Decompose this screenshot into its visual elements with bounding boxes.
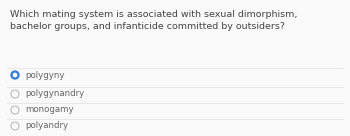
Text: monogamy: monogamy	[25, 106, 74, 115]
Text: bachelor groups, and infanticide committed by outsiders?: bachelor groups, and infanticide committ…	[10, 22, 285, 31]
Circle shape	[11, 71, 19, 79]
Text: polygyny: polygyny	[25, 70, 64, 80]
Circle shape	[13, 73, 16, 77]
Text: polygynandry: polygynandry	[25, 89, 84, 98]
Text: Which mating system is associated with sexual dimorphism,: Which mating system is associated with s…	[10, 10, 297, 19]
Text: polyandry: polyandry	[25, 121, 68, 131]
